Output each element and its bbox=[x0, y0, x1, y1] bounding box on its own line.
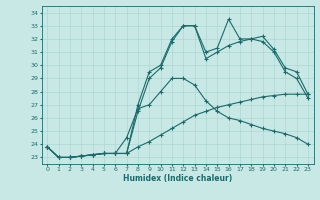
X-axis label: Humidex (Indice chaleur): Humidex (Indice chaleur) bbox=[123, 174, 232, 183]
